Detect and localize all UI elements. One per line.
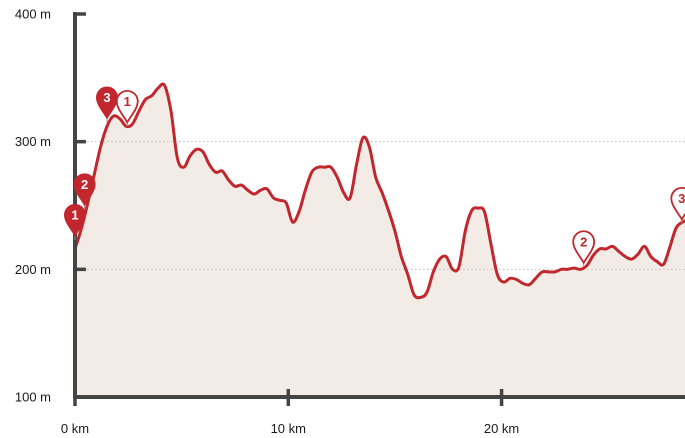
marker-label: 2 (81, 177, 88, 192)
marker-label: 1 (71, 207, 78, 222)
marker-label: 2 (580, 234, 587, 249)
filled-pin-icon (73, 173, 96, 207)
outline-pin-icon (670, 187, 685, 222)
x-tick-label: 20 km (484, 421, 519, 436)
y-tick-label: 100 m (15, 390, 51, 405)
marker-label: 1 (124, 94, 131, 109)
y-tick-label: 300 m (15, 134, 51, 149)
outline-pin-icon (572, 230, 596, 265)
marker-label: 3 (103, 90, 110, 105)
elevation-area (75, 84, 685, 397)
filled-pin-icon (63, 204, 87, 237)
filled-pin-icon (95, 86, 118, 120)
x-tick-label: 0 km (61, 421, 89, 436)
y-tick-label: 200 m (15, 262, 51, 277)
outline-pin-icon (115, 90, 139, 125)
x-tick-label: 10 km (271, 421, 306, 436)
elevation-line (73, 82, 685, 300)
marker-label: 3 (678, 191, 685, 206)
y-tick-label: 400 m (15, 7, 51, 22)
